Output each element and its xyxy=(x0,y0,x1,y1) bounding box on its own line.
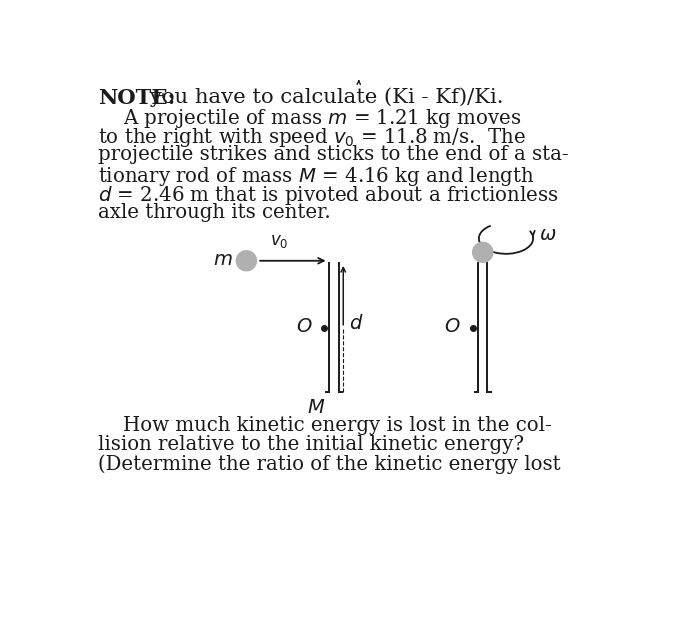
Text: How much kinetic energy is lost in the col-: How much kinetic energy is lost in the c… xyxy=(98,415,552,434)
Circle shape xyxy=(473,242,493,262)
Text: $\omega$: $\omega$ xyxy=(538,227,556,244)
Text: $O$: $O$ xyxy=(444,318,461,336)
Text: tionary rod of mass $M$ = 4.16 kg and length: tionary rod of mass $M$ = 4.16 kg and le… xyxy=(98,165,535,187)
Text: A projectile of mass $m$ = 1.21 kg moves: A projectile of mass $m$ = 1.21 kg moves xyxy=(98,107,522,130)
Text: $d$: $d$ xyxy=(349,315,364,334)
Circle shape xyxy=(237,251,256,271)
Text: projectile strikes and sticks to the end of a sta-: projectile strikes and sticks to the end… xyxy=(98,145,569,164)
Text: NOTE:: NOTE: xyxy=(98,87,176,108)
Text: lision relative to the initial kinetic energy?: lision relative to the initial kinetic e… xyxy=(98,435,524,454)
Text: $m$: $m$ xyxy=(213,251,232,269)
Text: you have to calculate (Ki - Kf)/Ki.: you have to calculate (Ki - Kf)/Ki. xyxy=(144,87,504,107)
Text: $v_0$: $v_0$ xyxy=(270,233,289,250)
Text: (Determine the ratio of the kinetic energy lost: (Determine the ratio of the kinetic ener… xyxy=(98,454,561,473)
Text: $d$ = 2.46 m that is pivoted about a frictionless: $d$ = 2.46 m that is pivoted about a fri… xyxy=(98,184,559,207)
Text: axle through its center.: axle through its center. xyxy=(98,203,331,222)
Text: to the right with speed $v_0$ = 11.8 m/s.  The: to the right with speed $v_0$ = 11.8 m/s… xyxy=(98,126,526,149)
Text: $O$: $O$ xyxy=(295,318,312,336)
Text: $M$: $M$ xyxy=(307,399,326,417)
